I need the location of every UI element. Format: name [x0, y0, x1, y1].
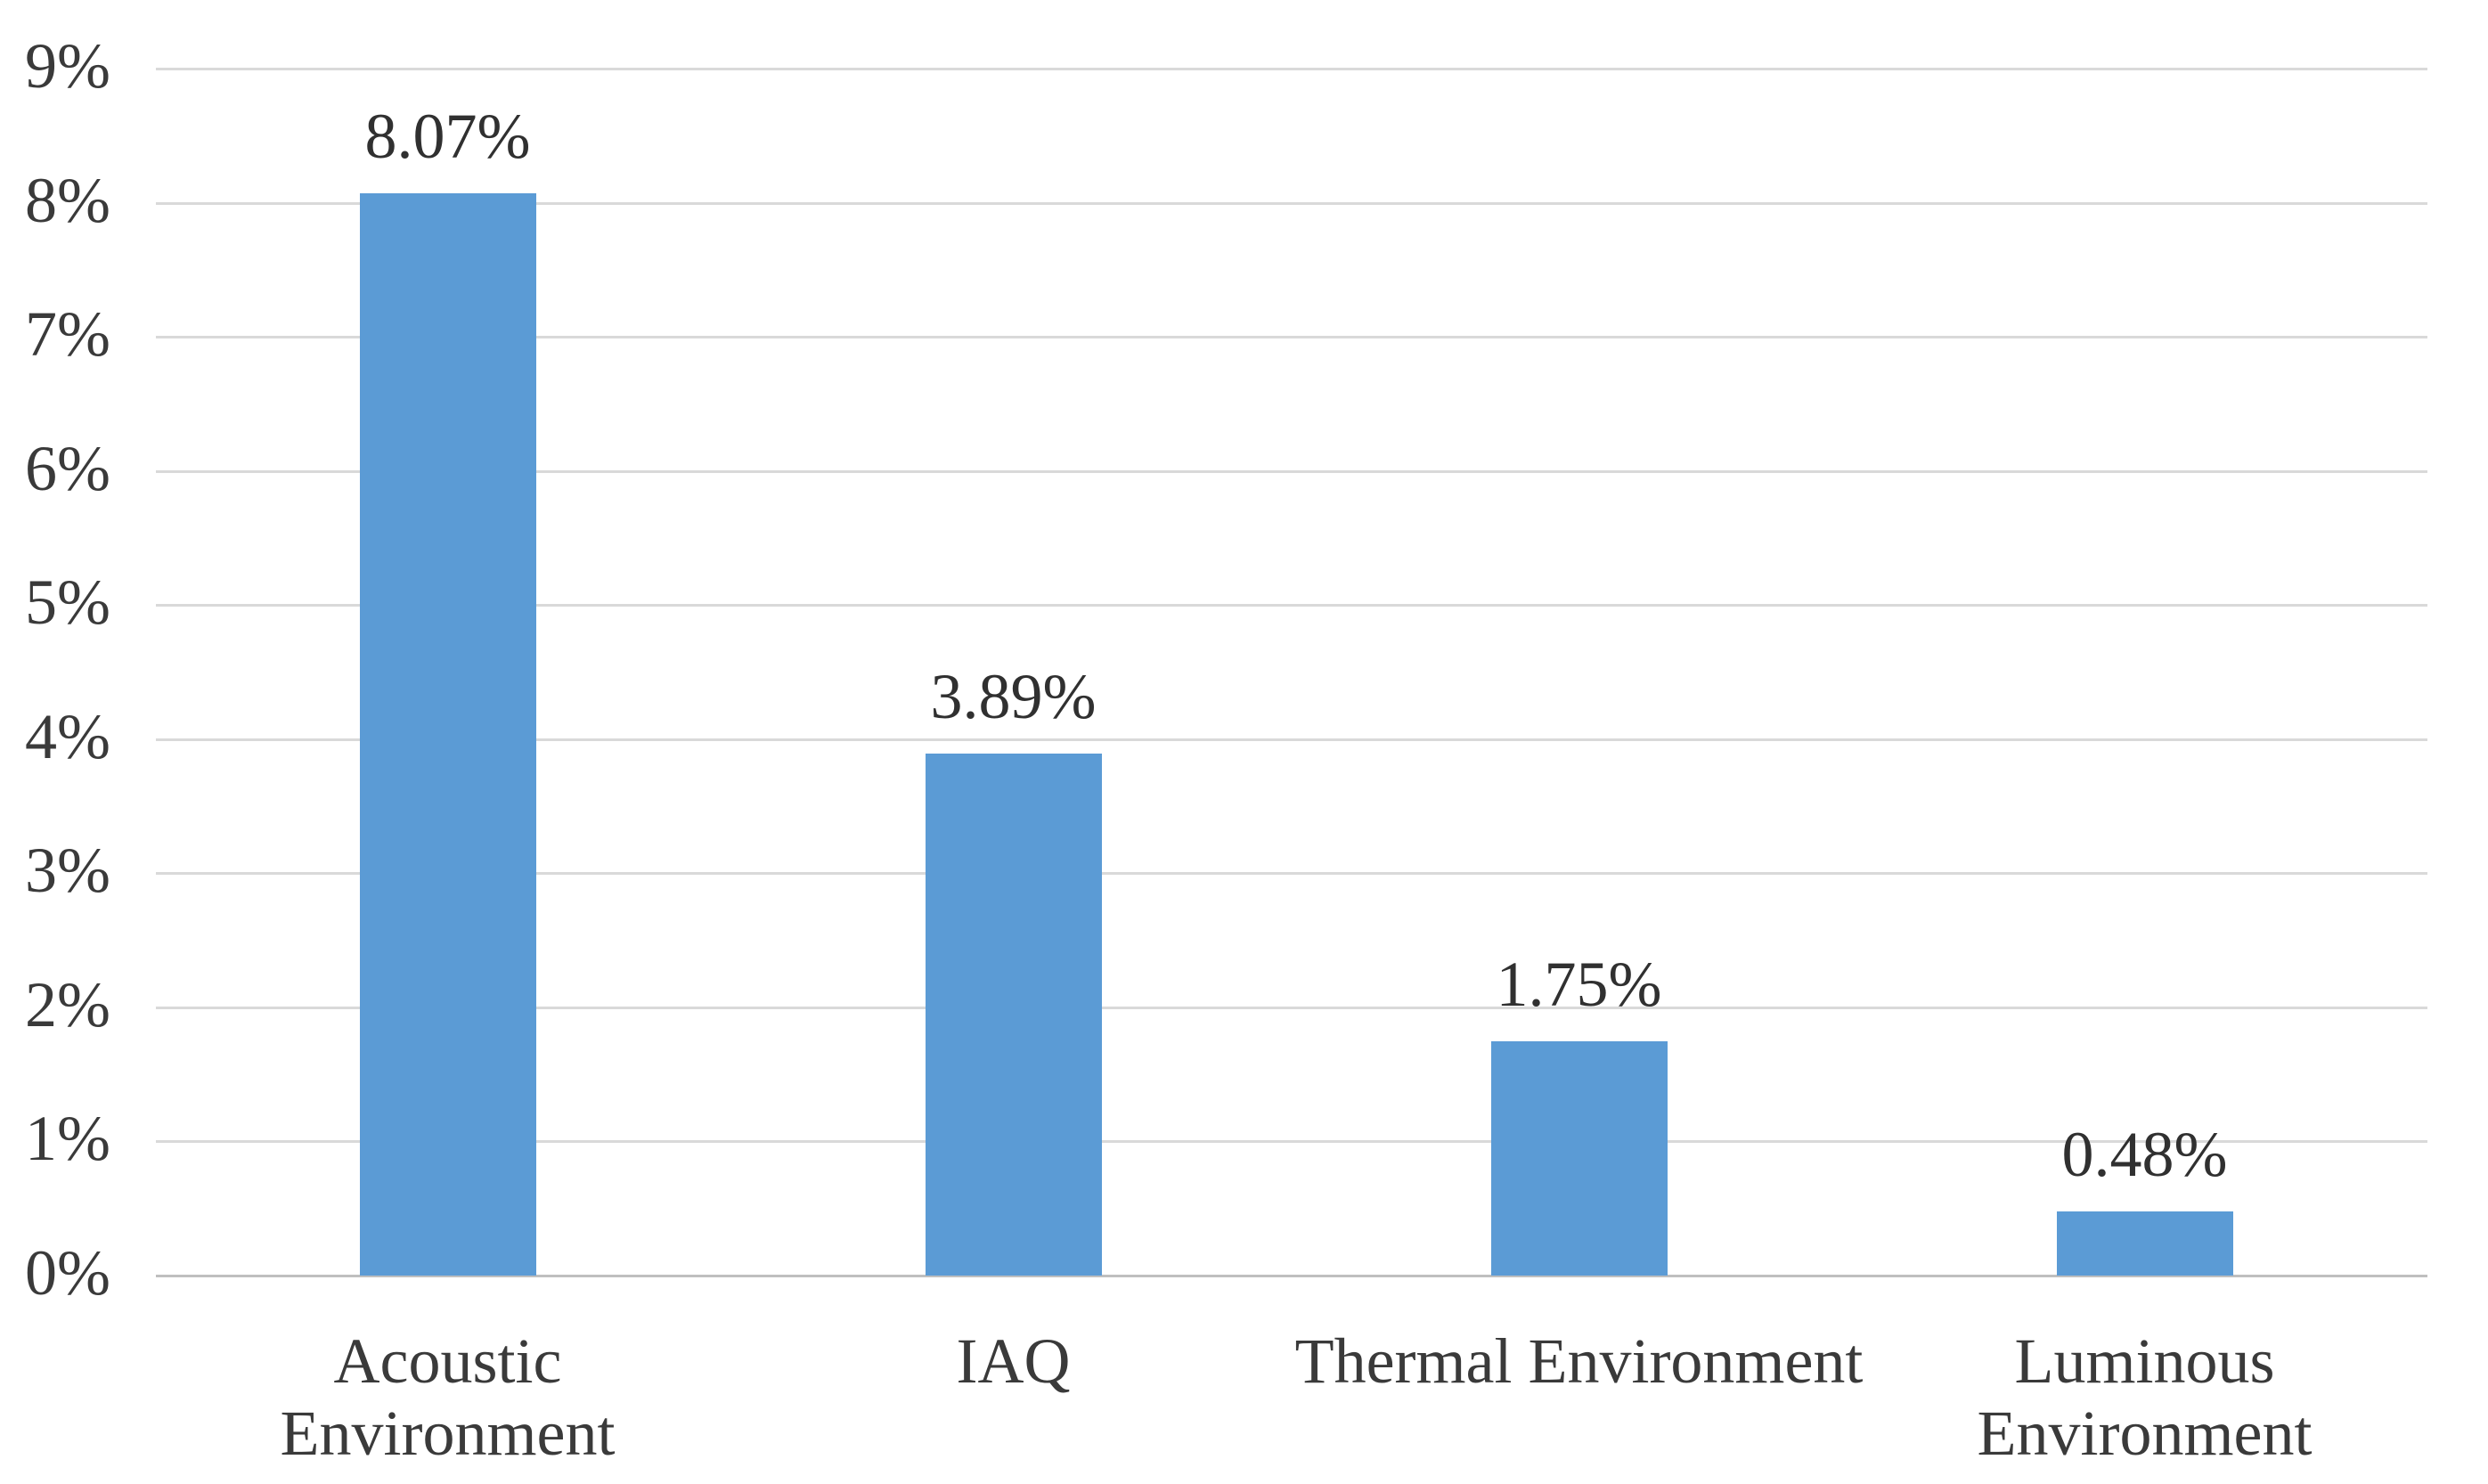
y-axis-tick-label: 6%	[25, 432, 110, 504]
gridline	[156, 469, 2427, 473]
x-axis-line	[156, 1275, 2427, 1277]
y-axis-tick-label: 0%	[25, 1237, 110, 1309]
gridline	[156, 604, 2427, 607]
x-axis-category-label: Luminous Environment	[1977, 1325, 2313, 1469]
y-axis-tick-label: 5%	[25, 567, 110, 639]
y-axis-tick-label: 9%	[25, 30, 110, 102]
gridline	[156, 872, 2427, 876]
bar-luminous-environment	[2056, 1211, 2233, 1276]
gridline	[156, 1006, 2427, 1009]
y-axis-tick-label: 7%	[25, 298, 110, 371]
y-axis-tick-label: 1%	[25, 1103, 110, 1175]
x-axis-category-label: Thermal Environment	[1294, 1325, 1864, 1397]
gridline	[156, 201, 2427, 205]
data-label: 0.48%	[2061, 1119, 2228, 1190]
data-label: 8.07%	[364, 101, 531, 172]
data-label: 1.75%	[1496, 949, 1662, 1020]
x-axis-category-label: Acoustic Environment	[280, 1325, 616, 1469]
y-axis-tick-label: 8%	[25, 164, 110, 236]
bar-thermal-environment	[1490, 1041, 1668, 1276]
gridline	[156, 738, 2427, 741]
bar-iaq	[925, 754, 1102, 1276]
y-axis-tick-label: 3%	[25, 835, 110, 907]
bar-acoustic-environment	[359, 193, 536, 1276]
y-axis-tick-label: 4%	[25, 700, 110, 772]
gridline	[156, 336, 2427, 339]
data-label: 3.89%	[930, 661, 1097, 732]
gridline	[156, 68, 2427, 70]
gridline	[156, 1140, 2427, 1144]
y-axis-tick-label: 2%	[25, 968, 110, 1040]
x-axis-category-label: IAQ	[956, 1325, 1071, 1397]
